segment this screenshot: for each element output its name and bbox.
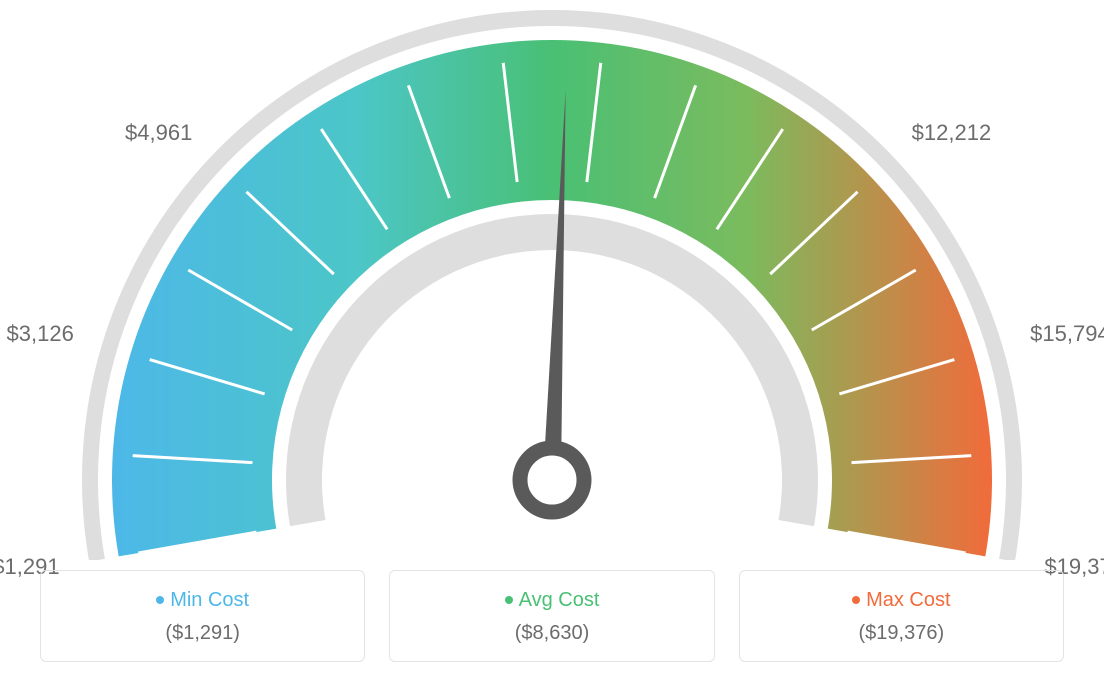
legend-row: Min Cost ($1,291) Avg Cost ($8,630) Max … <box>40 570 1064 662</box>
legend-dot-min <box>156 596 164 604</box>
legend-card-avg: Avg Cost ($8,630) <box>389 570 714 662</box>
legend-label-avg: Avg Cost <box>519 589 600 611</box>
legend-value-avg: ($8,630) <box>400 622 703 645</box>
legend-title-max: Max Cost <box>750 589 1053 612</box>
legend-card-min: Min Cost ($1,291) <box>40 570 365 662</box>
legend-title-min: Min Cost <box>51 589 354 612</box>
gauge-tick-label: $4,961 <box>125 120 192 146</box>
gauge-area <box>0 0 1104 560</box>
gauge-tick-label: $15,794 <box>1030 321 1104 347</box>
legend-value-min: ($1,291) <box>51 622 354 645</box>
legend-label-min: Min Cost <box>170 589 249 611</box>
gauge-svg <box>0 0 1104 560</box>
legend-dot-avg <box>505 596 513 604</box>
gauge-tick-label: $12,212 <box>912 120 992 146</box>
legend-label-max: Max Cost <box>866 589 950 611</box>
gauge-hub <box>520 448 584 512</box>
legend-dot-max <box>852 596 860 604</box>
cost-gauge-chart: $1,291$3,126$4,961$8,630$12,212$15,794$1… <box>0 0 1104 690</box>
gauge-tick-label: $3,126 <box>7 321 74 347</box>
legend-title-avg: Avg Cost <box>400 589 703 612</box>
legend-value-max: ($19,376) <box>750 622 1053 645</box>
legend-card-max: Max Cost ($19,376) <box>739 570 1064 662</box>
